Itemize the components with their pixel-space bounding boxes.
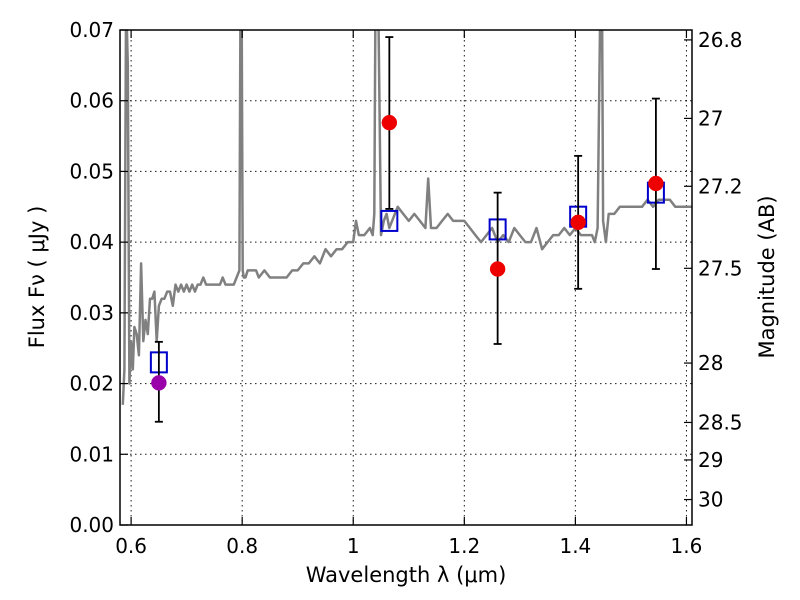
x-tick-label: 0.8 — [226, 534, 258, 558]
magnitude-tick-label: 30 — [698, 488, 723, 512]
y-tick-label: 0.03 — [69, 301, 114, 325]
model-point-square — [380, 209, 399, 232]
data-points-layer — [149, 36, 665, 423]
y-tick-label: 0.00 — [69, 513, 114, 537]
y-tick-label: 0.05 — [69, 159, 114, 183]
observed-point-circle — [381, 114, 398, 131]
axis-ticks — [120, 29, 692, 526]
magnitude-tick-label: 27 — [698, 106, 723, 130]
magnitude-tick-label: 29 — [698, 448, 723, 472]
y2-axis-label: Magnitude (AB) — [755, 195, 779, 358]
y-tick-label: 0.06 — [69, 89, 114, 113]
x-tick-label: 1.4 — [559, 534, 591, 558]
y-tick-label: 0.02 — [69, 372, 114, 396]
y-tick-label: 0.01 — [69, 442, 114, 466]
y-tick-label: 0.07 — [69, 18, 114, 42]
x-tick-label: 1.2 — [448, 534, 480, 558]
observed-point-circle — [151, 375, 167, 391]
plot-frame — [119, 29, 693, 526]
grid — [120, 30, 692, 525]
x-tick-label: 1 — [347, 534, 360, 558]
magnitude-tick-label: 28.5 — [698, 410, 743, 434]
magnitude-tick-label: 27.5 — [698, 256, 743, 280]
y-axis-label: Flux Fν ( μJy ) — [25, 206, 49, 349]
observed-point-circle — [489, 261, 506, 277]
tick-labels: 0.6 0.8 1 1.2 1.4 1.6 0.00 0.01 0.02 0.03 0.04 0.05… — [69, 18, 742, 558]
magnitude-tick-label: 27.2 — [698, 174, 743, 198]
x-tick-label: 1.6 — [671, 534, 703, 558]
plot-background — [120, 30, 692, 525]
magnitude-tick-label: 28 — [698, 351, 723, 375]
x-axis-label: Wavelength λ (μm) — [306, 563, 507, 587]
observed-point-circle — [570, 214, 586, 231]
observed-point-circle — [648, 175, 664, 192]
magnitude-tick-label: 26.8 — [698, 28, 743, 52]
y-tick-label: 0.04 — [69, 230, 114, 254]
x-tick-label: 0.6 — [115, 534, 147, 558]
